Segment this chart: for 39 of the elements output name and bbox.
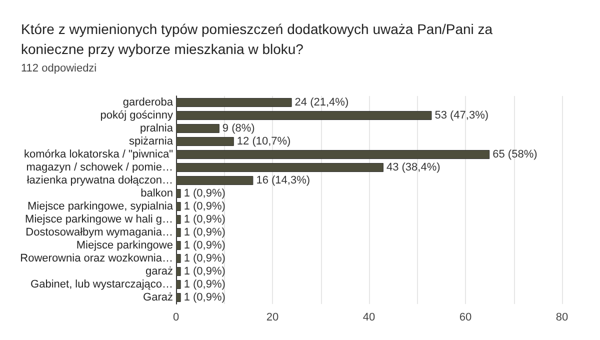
y-tick-label: pokój gościnny — [100, 110, 174, 122]
y-tick-label: Dostosowałbym wymagania… — [26, 226, 173, 238]
y-tick-label: Gabinet, lub wystarczająco… — [30, 278, 173, 290]
data-label: 24 (21,4%) — [294, 96, 349, 108]
data-label: 12 (10,7%) — [236, 136, 291, 148]
data-label: 1 (0,9%) — [184, 278, 226, 290]
data-label: 16 (14,3%) — [256, 174, 310, 186]
x-tick-label: 60 — [459, 312, 472, 324]
x-tick-label: 0 — [172, 312, 180, 324]
y-tick-label: Miejsce parkingowe — [76, 240, 173, 252]
data-label: 1 (0,9%) — [184, 188, 226, 200]
data-label: 9 (8%) — [222, 122, 255, 134]
data-label: 1 (0,9%) — [184, 292, 226, 304]
y-tick-label: Garaż — [143, 292, 173, 304]
data-label: 1 (0,9%) — [184, 214, 226, 226]
y-tick-label: garaż — [145, 266, 173, 278]
y-tick-label: Miejsce parkingowe, sypialnia — [27, 200, 174, 212]
text: 112 odpowiedzi — [21, 62, 97, 74]
x-tick-label: 40 — [362, 312, 376, 324]
chart-title: Które z wymienionych typów pomieszczeń dodatkowych uważa Pan/Pani za konieczne przy wyborze mieszkania w bloku? — [21, 21, 496, 57]
data-label: 1 (0,9%) — [184, 252, 226, 264]
y-tick-label: balkon — [140, 188, 173, 200]
x-tick-label: 20 — [266, 312, 279, 324]
y-tick-label: garderoba — [122, 96, 174, 108]
y-tick-label: komórka lokatorska / "piwnica" — [24, 148, 174, 160]
data-label: 1 (0,9%) — [184, 240, 226, 252]
data-label: 43 (38,4%) — [386, 162, 440, 174]
y-tick-label: magazyn / schowek / pomie… — [26, 162, 173, 174]
data-label: 1 (0,9%) — [184, 226, 226, 238]
data-label: 53 (47,3%) — [434, 110, 489, 122]
data-label: 1 (0,9%) — [184, 200, 226, 212]
y-tick-label: pralnia — [140, 122, 174, 134]
y-tick-label: spiżarnia — [128, 136, 174, 148]
y-tick-label: Rowerownia oraz wozkownia… — [20, 252, 173, 264]
y-tick-label: łazienka prywatna dołączon… — [26, 174, 173, 186]
data-label: 1 (0,9%) — [184, 266, 226, 278]
y-tick-label: Miejsce parkingowe w hali g… — [25, 214, 173, 226]
data-label: 65 (58%) — [492, 148, 538, 160]
x-tick-label: 80 — [556, 312, 568, 324]
